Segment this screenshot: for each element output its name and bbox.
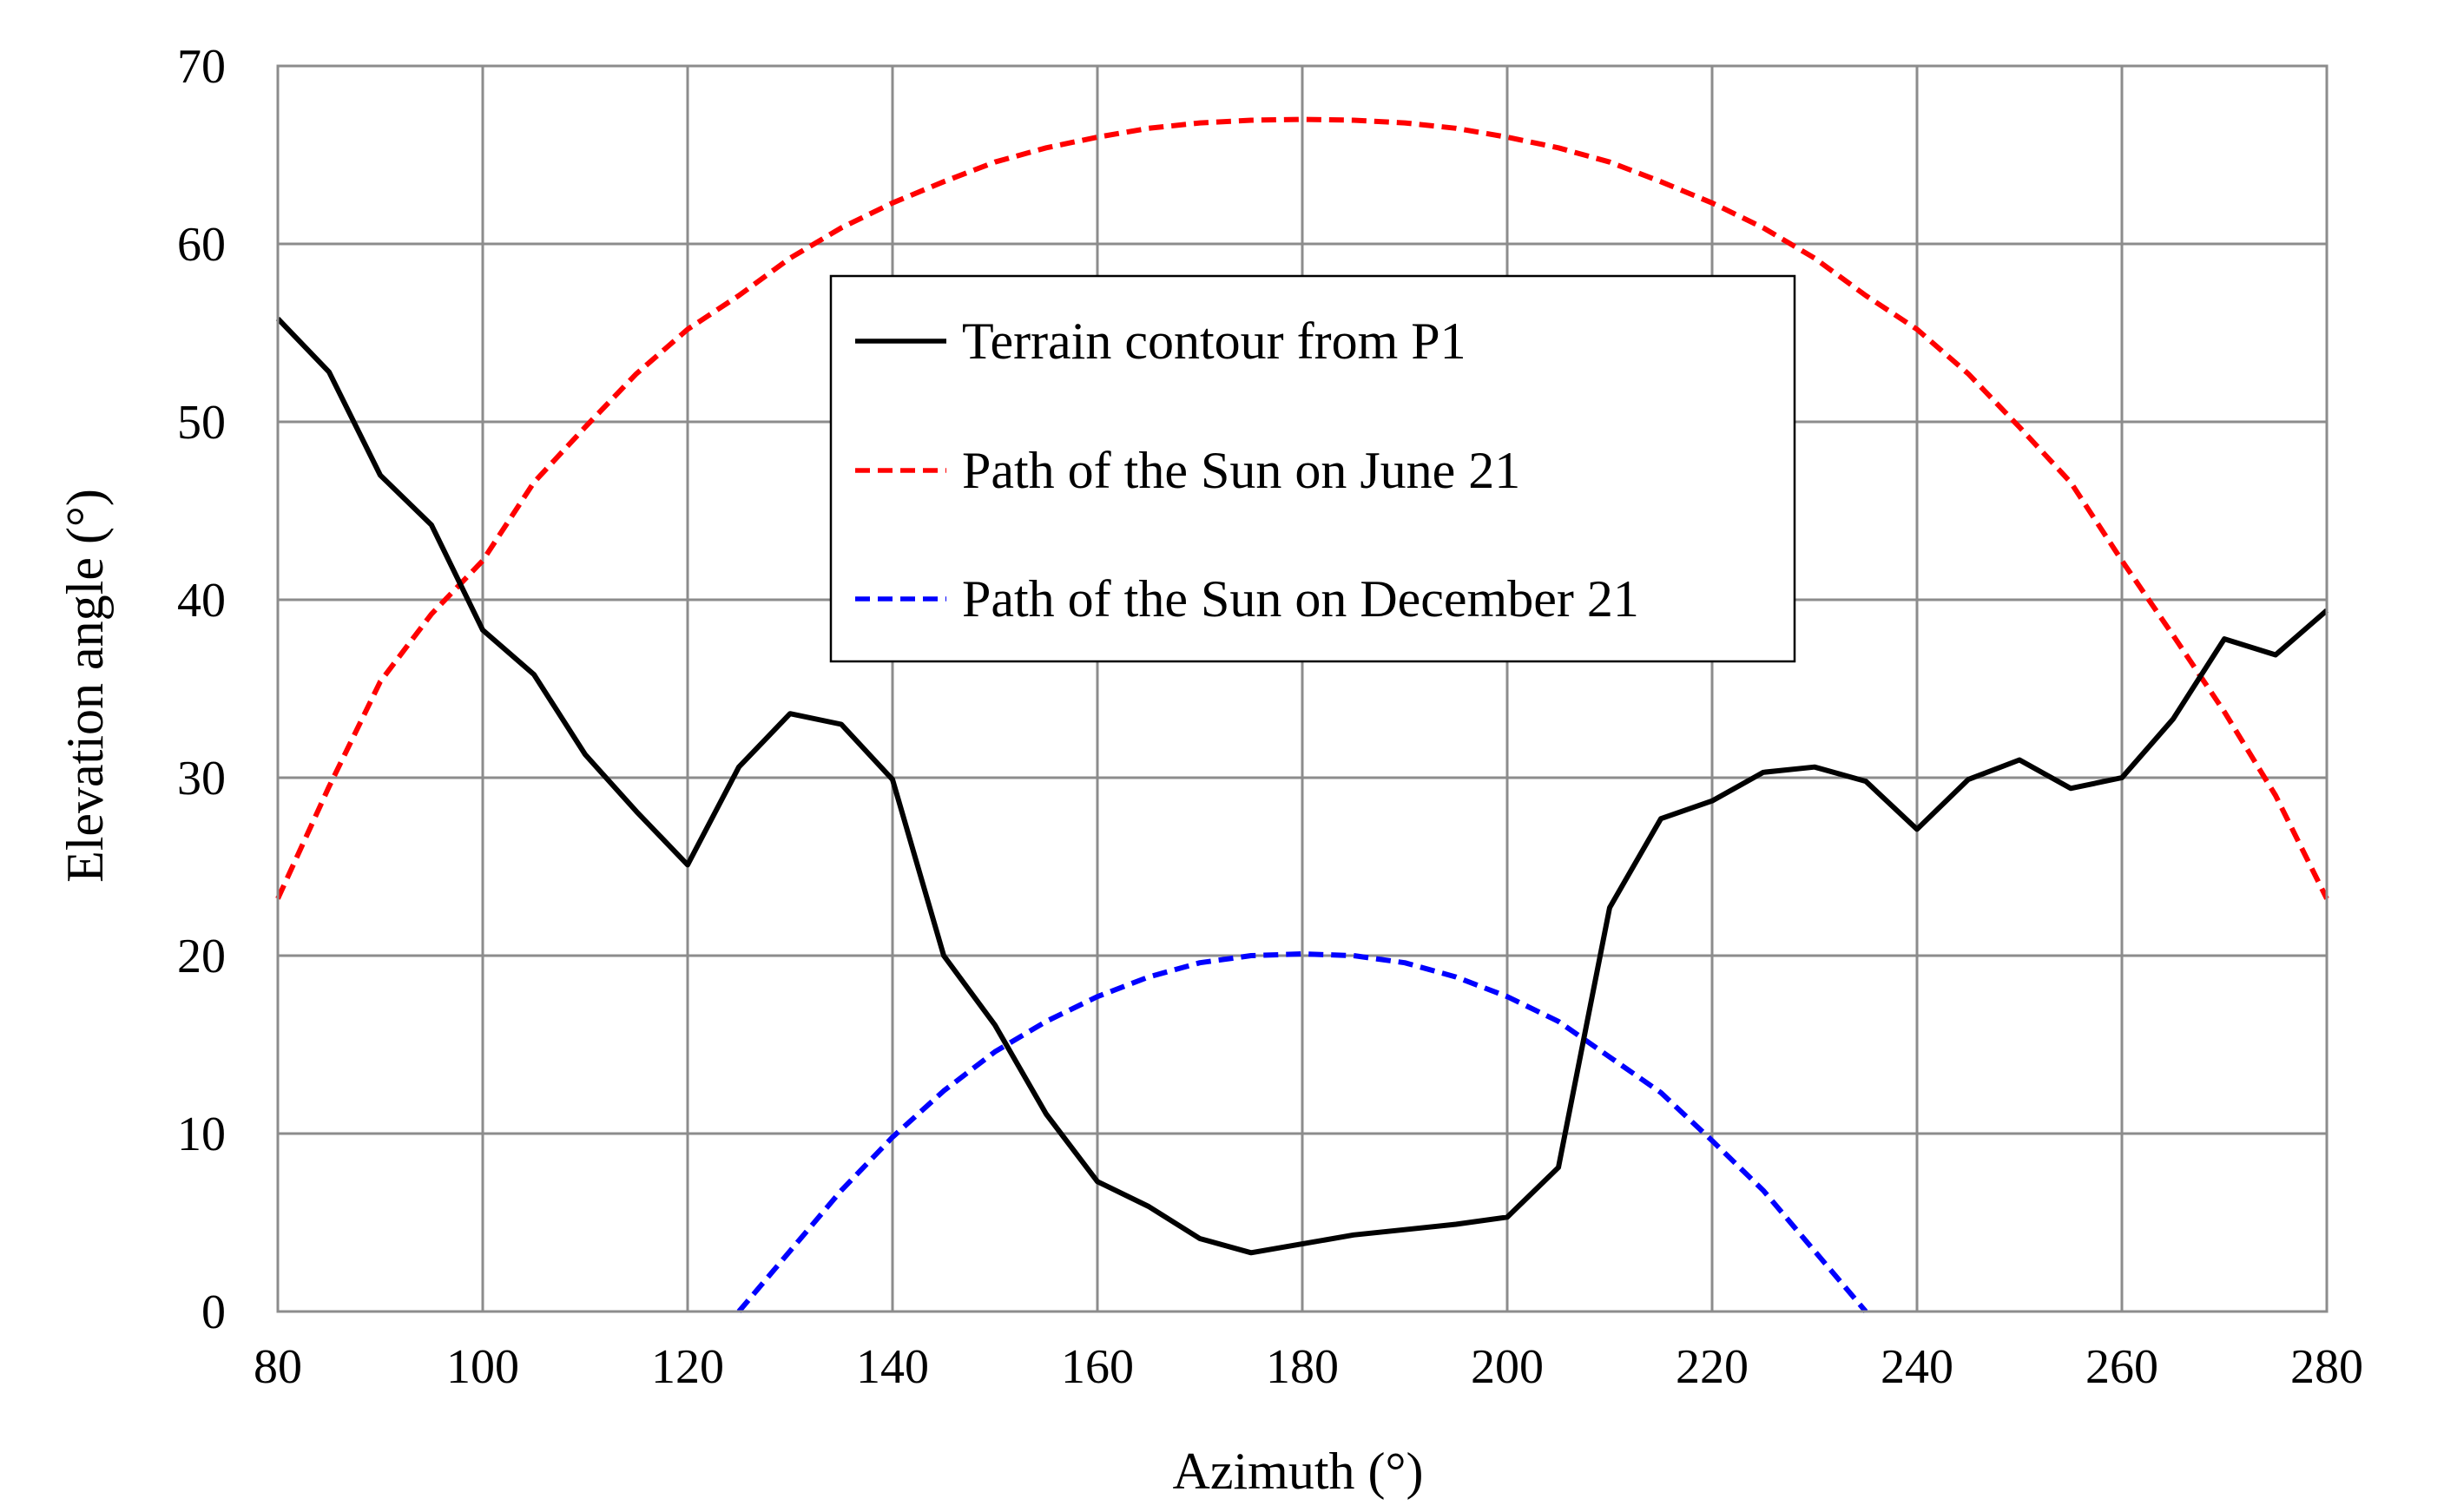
x-tick-label: 240 bbox=[1881, 1340, 1953, 1394]
y-axis-title: Elevation angle (°) bbox=[56, 489, 114, 883]
x-tick-label: 180 bbox=[1266, 1340, 1339, 1394]
x-tick-label: 80 bbox=[254, 1340, 302, 1394]
legend-label-june: Path of the Sun on June 21 bbox=[962, 442, 1520, 499]
legend: Terrain contour from P1 Path of the Sun … bbox=[829, 274, 1796, 663]
series-line-june bbox=[275, 116, 2329, 900]
x-tick-label: 200 bbox=[1471, 1340, 1544, 1394]
y-tick-label: 10 bbox=[177, 1108, 226, 1161]
y-tick-label: 70 bbox=[177, 40, 226, 94]
legend-box bbox=[829, 274, 1796, 663]
y-tick-label: 20 bbox=[177, 930, 226, 983]
series-line-terrain bbox=[275, 317, 2329, 1256]
series-line-december bbox=[736, 951, 1868, 1313]
y-tick-label: 50 bbox=[177, 396, 226, 450]
x-tick-label: 160 bbox=[1061, 1340, 1134, 1394]
x-tick-label: 220 bbox=[1676, 1340, 1749, 1394]
plot-area-border bbox=[276, 64, 2329, 1313]
series-lines bbox=[275, 116, 2329, 1313]
x-tick-label: 100 bbox=[446, 1340, 519, 1394]
y-tick-label: 30 bbox=[177, 752, 226, 805]
legend-label-december: Path of the Sun on December 21 bbox=[962, 570, 1639, 628]
y-tick-label: 40 bbox=[177, 574, 226, 628]
legend-label-terrain: Terrain contour from P1 bbox=[962, 312, 1466, 370]
x-tick-label: 140 bbox=[856, 1340, 929, 1394]
tick-labels: 80 100 120 140 160 180 200 220 240 260 280 0 10 20 30 4… bbox=[177, 40, 2363, 1394]
y-tick-label: 0 bbox=[201, 1285, 226, 1339]
x-tick-label: 280 bbox=[2290, 1340, 2363, 1394]
y-tick-label: 60 bbox=[177, 218, 226, 272]
x-tick-label: 260 bbox=[2085, 1340, 2158, 1394]
x-axis-title: Azimuth (°) bbox=[1173, 1443, 1424, 1500]
x-tick-label: 120 bbox=[651, 1340, 724, 1394]
